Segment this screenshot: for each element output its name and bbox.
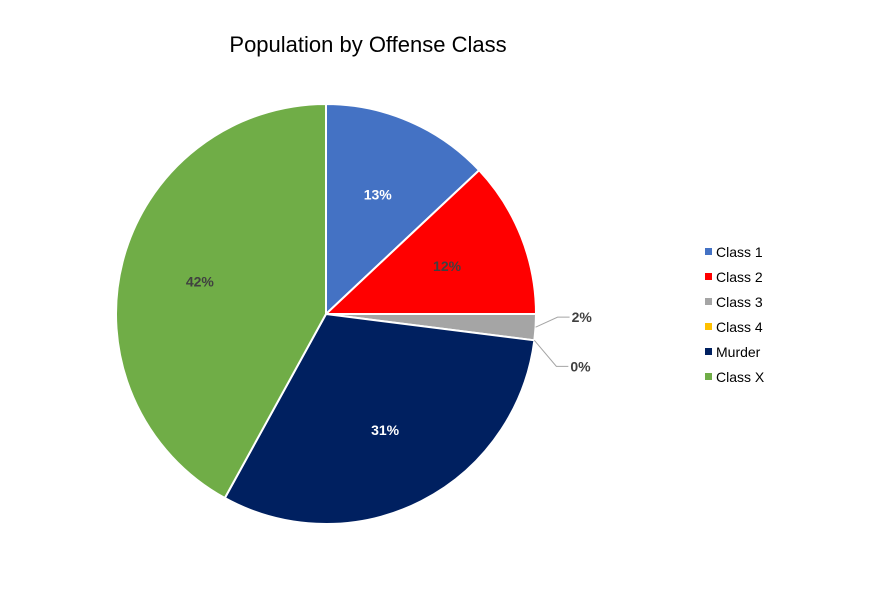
legend-label: Class 4 bbox=[716, 319, 763, 335]
legend-swatch bbox=[705, 348, 712, 355]
slice-murder bbox=[223, 312, 536, 525]
legend-label: Class 1 bbox=[716, 244, 763, 260]
legend-label: Class X bbox=[716, 369, 765, 385]
legend-item-class-2: Class 2 bbox=[705, 269, 763, 285]
legend-label: Murder bbox=[716, 344, 761, 360]
data-label-class-1: 13% bbox=[364, 187, 393, 203]
data-label-class-4: 0% bbox=[570, 358, 591, 374]
data-labels: 13% 12% 2% 0% 31% 42% bbox=[186, 187, 592, 439]
legend-swatch bbox=[705, 323, 712, 330]
legend-item-class-x: Class X bbox=[705, 369, 765, 385]
legend-label: Class 2 bbox=[716, 269, 763, 285]
legend-swatch bbox=[705, 248, 712, 255]
legend-label: Class 3 bbox=[716, 294, 763, 310]
legend-swatch bbox=[705, 273, 712, 280]
legend: Class 1 Class 2 Class 3 Class 4 Murder Class … bbox=[705, 244, 765, 385]
data-label-class-3: 2% bbox=[572, 309, 593, 325]
leader-lines bbox=[533, 316, 570, 367]
data-label-murder: 31% bbox=[371, 422, 400, 438]
legend-item-class-1: Class 1 bbox=[705, 244, 763, 260]
legend-swatch bbox=[705, 373, 712, 380]
legend-item-class-4: Class 4 bbox=[705, 319, 763, 335]
data-label-class-x: 42% bbox=[186, 274, 215, 290]
slice-class-x bbox=[115, 102, 327, 500]
chart-title: Population by Offense Class bbox=[229, 32, 506, 57]
slice-class-2 bbox=[323, 168, 538, 315]
leader-line-class-3 bbox=[535, 316, 570, 328]
legend-swatch bbox=[705, 298, 712, 305]
pie-slices bbox=[115, 102, 538, 525]
leader-line-class-4 bbox=[533, 339, 569, 367]
data-label-class-2: 12% bbox=[433, 258, 462, 274]
legend-item-murder: Murder bbox=[705, 344, 761, 360]
slice-class-1 bbox=[325, 102, 481, 317]
legend-item-class-3: Class 3 bbox=[705, 294, 763, 310]
